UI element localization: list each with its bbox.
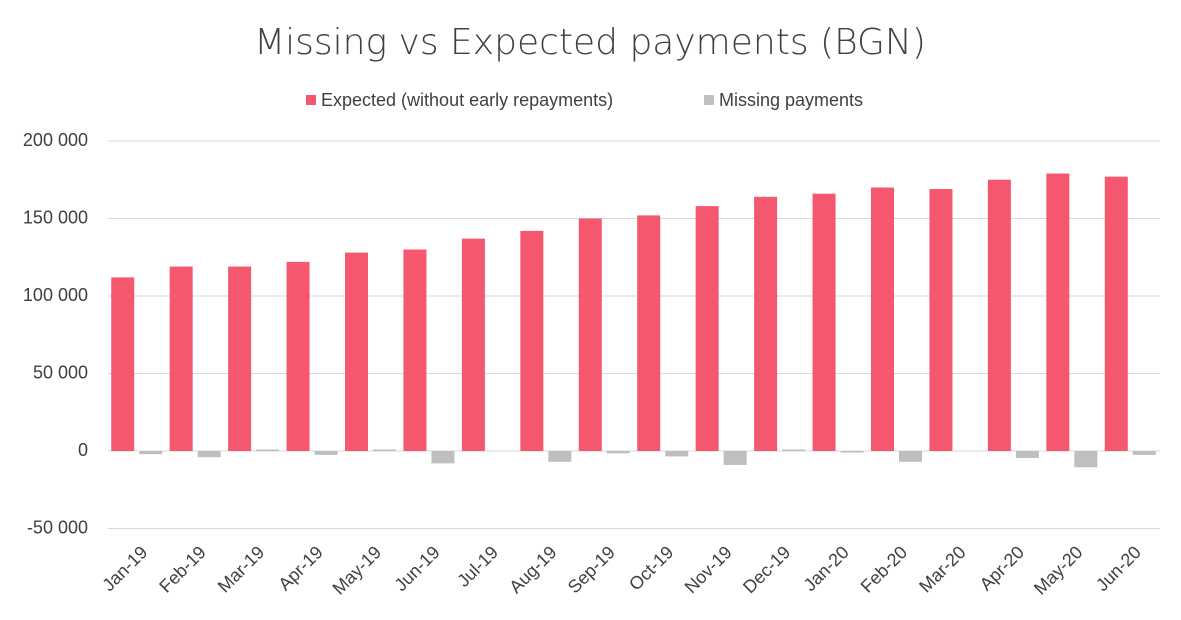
x-tick-label: Feb-20 xyxy=(857,542,911,596)
bar xyxy=(1015,451,1039,458)
x-tick-label: Mar-20 xyxy=(915,542,969,596)
bar xyxy=(637,215,661,451)
bar xyxy=(373,449,396,451)
bar xyxy=(256,449,280,451)
x-tick-label: Feb-19 xyxy=(155,542,209,596)
x-tick-label: May-19 xyxy=(329,542,386,599)
legend-swatch xyxy=(306,95,316,105)
y-tick-label: -50 000 xyxy=(27,517,88,537)
bar xyxy=(578,218,602,451)
bar xyxy=(314,451,338,455)
chart-title: Missing vs Expected payments (BGN) xyxy=(254,22,926,63)
x-tick-label: Jun-19 xyxy=(391,542,444,595)
bar xyxy=(899,451,922,462)
bar xyxy=(345,252,368,451)
y-tick-label: 100 000 xyxy=(23,285,88,305)
bar xyxy=(1046,173,1070,452)
bar xyxy=(812,193,836,451)
bar xyxy=(606,451,630,454)
x-tick-label: Apr-20 xyxy=(976,542,1028,594)
x-tick-label: Jan-19 xyxy=(98,542,151,595)
x-tick-label: Jun-20 xyxy=(1092,542,1145,595)
y-tick-label: 200 000 xyxy=(23,130,88,150)
bar xyxy=(929,189,953,452)
y-tick-label: 150 000 xyxy=(23,207,88,227)
bar xyxy=(723,451,747,465)
x-tick-label: Nov-19 xyxy=(681,542,736,597)
x-tick-label: Aug-19 xyxy=(505,542,560,597)
x-tick-label: Apr-19 xyxy=(274,542,326,594)
bar xyxy=(695,206,719,451)
x-tick-label: May-20 xyxy=(1030,542,1087,599)
y-tick-label: 50 000 xyxy=(33,362,88,382)
bar xyxy=(548,451,572,462)
x-tick-label: Oct-19 xyxy=(625,542,677,594)
bar xyxy=(461,238,485,451)
x-tick-label: Jan-20 xyxy=(800,542,853,595)
x-tick-label: Sep-19 xyxy=(564,542,619,597)
legend-swatch xyxy=(704,95,714,105)
x-tick-label: Jul-19 xyxy=(453,542,502,591)
bar xyxy=(403,249,427,451)
bar xyxy=(1074,451,1098,468)
bar xyxy=(520,230,544,451)
bar xyxy=(286,261,310,451)
bar xyxy=(197,451,221,458)
bar xyxy=(111,277,135,451)
bar xyxy=(169,266,193,451)
x-tick-label: Mar-19 xyxy=(214,542,268,596)
bar xyxy=(840,451,864,453)
legend-label: Missing payments xyxy=(719,90,863,110)
bar xyxy=(228,266,252,451)
bar xyxy=(1104,176,1128,451)
bar xyxy=(139,451,163,455)
bar xyxy=(871,187,894,451)
legend-label: Expected (without early repayments) xyxy=(321,90,613,110)
y-tick-label: 0 xyxy=(78,440,88,460)
bar xyxy=(782,449,806,451)
bar xyxy=(1132,451,1156,455)
bar xyxy=(987,179,1011,451)
x-tick-label: Dec-19 xyxy=(739,542,794,597)
bar xyxy=(754,196,778,451)
bar xyxy=(665,451,689,457)
bar xyxy=(431,451,455,464)
